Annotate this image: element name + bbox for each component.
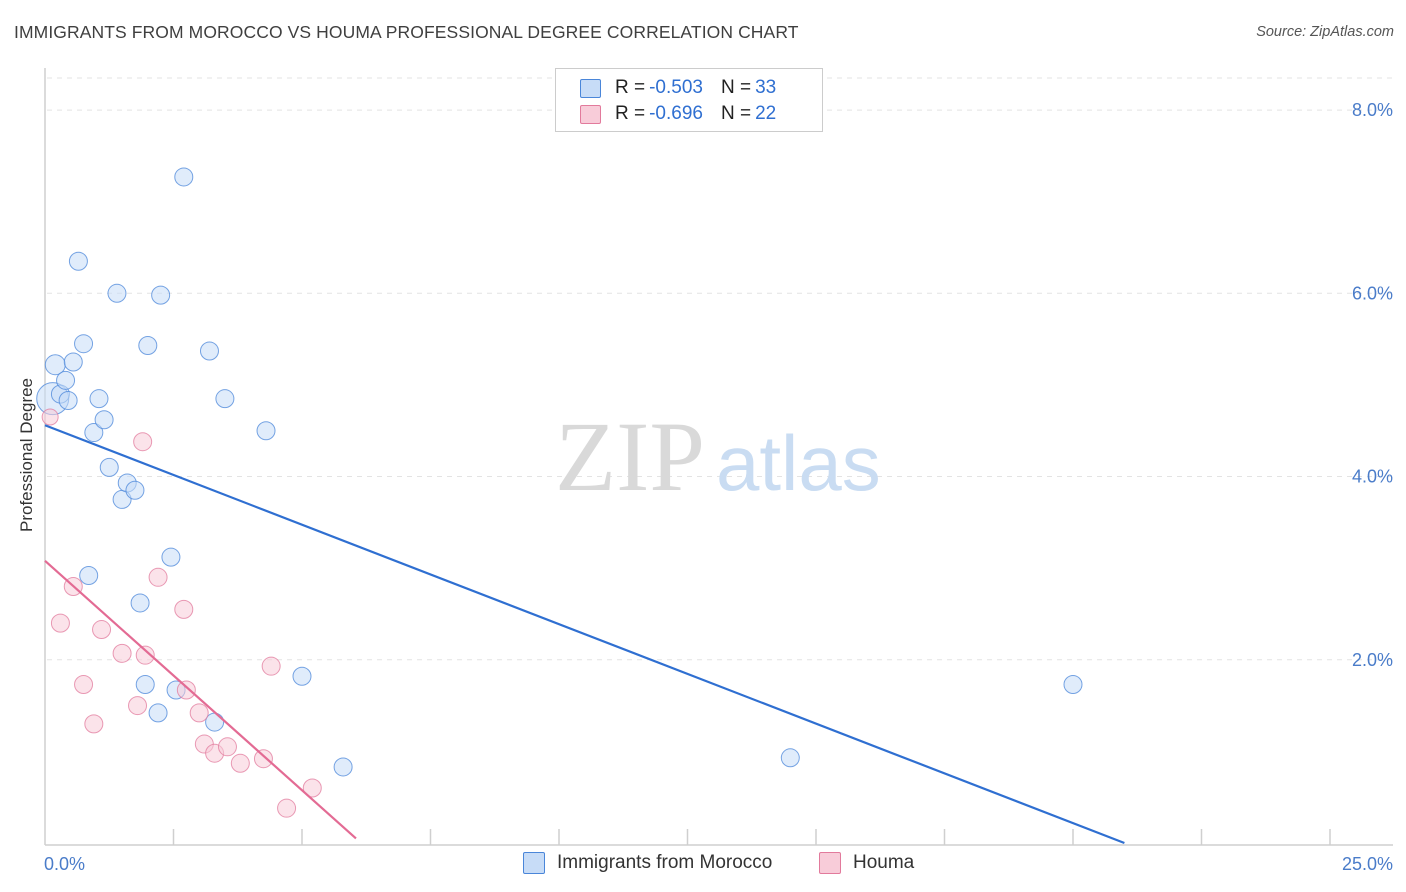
gridlines: [47, 77, 1393, 661]
point-morocco: [99, 457, 119, 477]
point-houma: [148, 567, 168, 587]
point-morocco: [130, 593, 150, 613]
point-houma: [253, 749, 273, 769]
point-morocco: [79, 565, 99, 585]
point-houma: [217, 737, 237, 757]
bottom-legend-swatch-houma: [819, 852, 841, 874]
y-tick-label: 6.0%: [1352, 283, 1393, 303]
point-morocco: [63, 352, 83, 372]
point-houma: [189, 703, 209, 723]
point-houma: [92, 620, 112, 640]
y-tick-labels: 2.0% 4.0% 6.0% 8.0%: [1352, 100, 1393, 670]
point-morocco: [107, 283, 127, 303]
y-tick-label: 2.0%: [1352, 650, 1393, 670]
point-morocco: [205, 712, 225, 732]
bottom-legend-swatch-morocco: [523, 852, 545, 874]
point-morocco: [148, 703, 168, 723]
legend-r-value: -0.503: [649, 77, 703, 98]
point-houma: [133, 432, 153, 452]
legend: R = -0.503 N = 33 R = -0.696 N = 22: [555, 68, 823, 132]
chart-title: IMMIGRANTS FROM MOROCCO VS HOUMA PROFESS…: [14, 22, 799, 42]
y-tick-label: 8.0%: [1352, 100, 1393, 120]
point-morocco: [84, 423, 104, 443]
legend-row-morocco: R = -0.503 N = 33: [580, 75, 776, 101]
point-houma: [261, 656, 281, 676]
point-houma: [41, 408, 59, 426]
legend-n-value: 33: [755, 77, 777, 98]
x-tick-label-min: 0.0%: [44, 854, 85, 874]
trend-lines: [44, 424, 1125, 845]
point-morocco: [56, 370, 76, 390]
data-points: [36, 167, 1083, 818]
point-morocco: [174, 167, 194, 187]
watermark-zip: ZIP: [555, 401, 705, 512]
bottom-legend-houma: Houma: [819, 852, 914, 874]
point-houma: [128, 696, 148, 716]
point-houma: [112, 643, 132, 663]
point-houma: [135, 645, 155, 665]
watermark-atlas: atlas: [716, 419, 881, 507]
watermark: ZIP atlas: [555, 401, 881, 512]
point-morocco: [138, 336, 158, 356]
bottom-legend-label-morocco: Immigrants from Morocco: [557, 852, 773, 873]
legend-r-value: -0.696: [649, 103, 703, 124]
legend-n-value: 22: [755, 103, 777, 124]
point-morocco: [135, 675, 155, 695]
legend-swatch-morocco: [580, 78, 601, 98]
legend-n-label: N =: [720, 77, 752, 98]
point-morocco: [1063, 675, 1083, 695]
point-morocco: [94, 410, 114, 430]
point-morocco: [68, 251, 88, 271]
x-tick-marks: [172, 829, 1331, 845]
point-houma: [230, 753, 250, 773]
trend-line-houma: [44, 559, 357, 840]
chart-source: Source: ZipAtlas.com: [1256, 24, 1394, 40]
point-morocco: [125, 480, 145, 500]
axes: [44, 68, 1393, 846]
point-morocco: [161, 547, 181, 567]
point-morocco: [780, 748, 800, 768]
point-morocco: [151, 285, 171, 305]
point-morocco: [199, 341, 219, 361]
point-morocco: [89, 389, 109, 409]
point-houma: [50, 613, 70, 633]
bottom-legend-label-houma: Houma: [853, 852, 915, 873]
point-houma: [174, 599, 194, 619]
legend-row-houma: R = -0.696 N = 22: [580, 101, 776, 127]
legend-r-label: R =: [615, 103, 646, 124]
point-morocco: [74, 334, 94, 354]
legend-swatch-houma: [580, 104, 601, 124]
x-tick-label-max: 25.0%: [1342, 854, 1393, 874]
bottom-legend-morocco: Immigrants from Morocco: [523, 852, 772, 874]
legend-n-label: N =: [720, 103, 752, 124]
legend-r-label: R =: [615, 77, 646, 98]
point-houma: [176, 680, 196, 700]
point-houma: [74, 675, 94, 695]
point-morocco: [215, 389, 235, 409]
point-morocco: [256, 421, 276, 441]
point-morocco: [292, 666, 312, 686]
point-houma: [302, 778, 322, 798]
y-tick-label: 4.0%: [1352, 467, 1393, 487]
point-houma: [84, 714, 104, 734]
trend-line-morocco: [44, 424, 1125, 845]
point-morocco: [333, 757, 353, 777]
point-morocco: [58, 390, 78, 410]
point-houma: [277, 798, 297, 818]
